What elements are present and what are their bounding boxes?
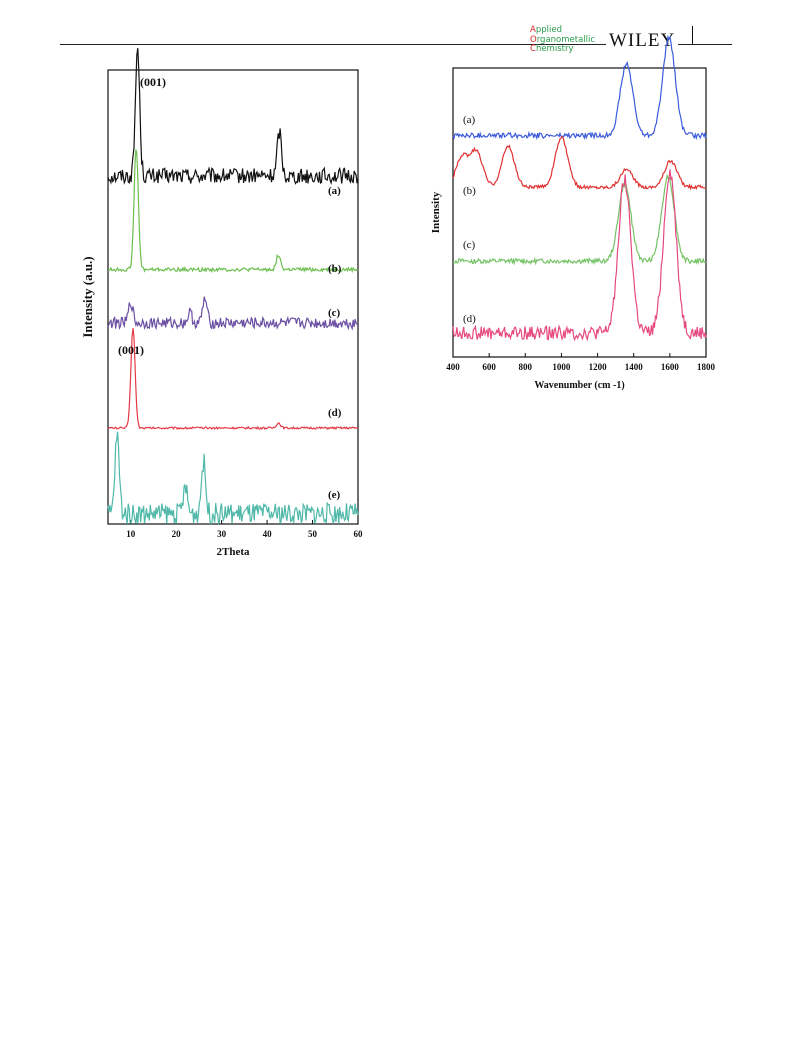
series-label: (e): [328, 489, 341, 501]
y-axis-label: Intensity: [430, 191, 442, 233]
x-tick-label: 1000: [552, 362, 571, 372]
series-line: [452, 169, 707, 342]
x-tick-label: 1600: [661, 362, 680, 372]
x-axis-label: Wavenumber (cm -1): [534, 380, 624, 391]
series-label: (d): [463, 313, 476, 325]
series-line: [107, 296, 358, 331]
x-tick-label: 1800: [697, 362, 716, 372]
journal-line-1: Applied: [530, 25, 562, 35]
plot-frame: [452, 67, 707, 358]
peak-annotation: (001): [140, 75, 166, 89]
x-tick-label: 1400: [625, 362, 644, 372]
series-line: [107, 149, 359, 274]
series-line: [452, 135, 707, 191]
peak-annotation: (001): [118, 343, 144, 357]
x-tick-label: 40: [263, 529, 273, 539]
x-tick-label: 600: [482, 362, 496, 372]
series-label: (b): [328, 263, 342, 275]
journal-logo: Applied Organometallic Chemistry: [530, 25, 595, 55]
series-label: (c): [463, 239, 476, 251]
series-label: (c): [328, 307, 341, 319]
series-label: (a): [463, 114, 476, 126]
y-axis-label: Intensity (a.u.): [80, 256, 95, 337]
series-label: (d): [328, 407, 342, 419]
journal-line-3: Chemistry: [530, 44, 574, 54]
header-tick: [692, 26, 693, 45]
header-rule: [60, 44, 732, 45]
series-label: (a): [328, 185, 341, 197]
x-tick-label: 400: [446, 362, 460, 372]
publisher-logo: WILEY: [606, 30, 679, 52]
series-line: [107, 328, 359, 431]
series-label: (b): [463, 185, 476, 197]
x-tick-label: 30: [217, 529, 227, 539]
x-tick-label: 10: [126, 529, 136, 539]
x-tick-label: 50: [308, 529, 318, 539]
series-line: [452, 173, 707, 266]
x-tick-label: 20: [172, 529, 182, 539]
series-line: [107, 48, 359, 185]
x-tick-label: 1200: [589, 362, 608, 372]
x-axis-label: 2Theta: [217, 546, 251, 558]
x-tick-label: 60: [354, 529, 364, 539]
x-tick-label: 800: [519, 362, 533, 372]
series-line: [107, 431, 359, 525]
plot-frame: [107, 69, 359, 525]
